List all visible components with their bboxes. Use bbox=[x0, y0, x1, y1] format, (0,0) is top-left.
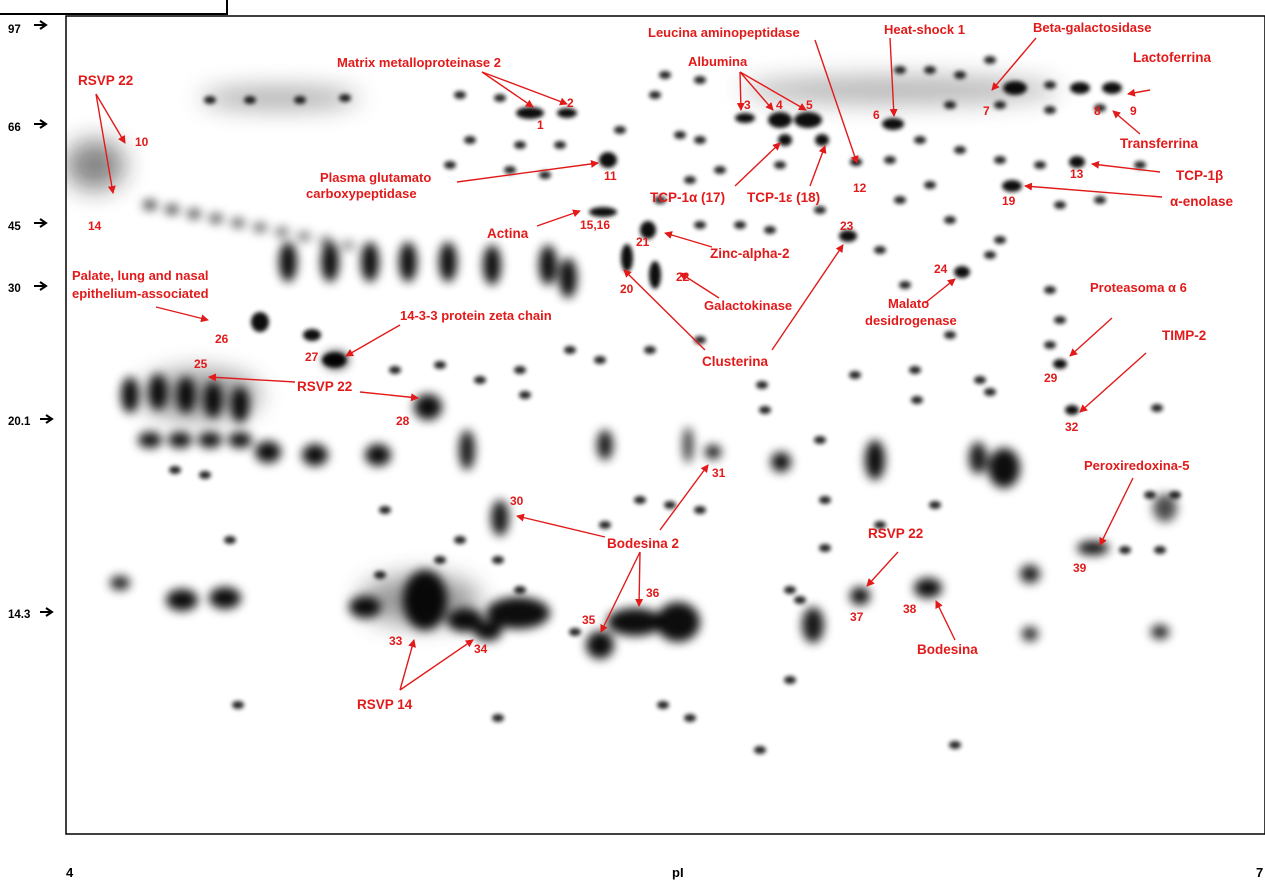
spot-number: 35 bbox=[582, 613, 596, 627]
spot-number: 13 bbox=[1070, 167, 1084, 181]
label-bodesina2: Bodesina 2 bbox=[607, 536, 679, 551]
gel-frame bbox=[65, 15, 1265, 835]
y-marker-45: 45 bbox=[8, 221, 21, 233]
gel-spots bbox=[66, 56, 1181, 754]
spot-number: 11 bbox=[604, 169, 617, 183]
label-malato-1: Malato bbox=[888, 296, 929, 311]
label-rsvp22-top: RSVP 22 bbox=[78, 73, 133, 88]
label-leucina: Leucina aminopeptidase bbox=[648, 25, 800, 40]
spot-number: 38 bbox=[903, 602, 917, 616]
spot-number: 4 bbox=[776, 98, 783, 112]
x-axis-right: 7 bbox=[1256, 865, 1263, 880]
spot-number: 19 bbox=[1002, 194, 1016, 208]
spot-number: 15,16 bbox=[580, 218, 610, 232]
x-axis-left: 4 bbox=[66, 865, 74, 880]
annotation-arrows bbox=[95, 37, 1163, 691]
y-axis: 97 66 45 30 20.1 14.3 bbox=[8, 20, 54, 621]
label-tcp1b: TCP-1β bbox=[1176, 168, 1223, 183]
spot-number: 33 bbox=[389, 634, 403, 648]
x-axis: 4 pI 7 bbox=[66, 865, 1263, 880]
spot-number: 6 bbox=[873, 108, 880, 122]
spot-number: 12 bbox=[853, 181, 867, 195]
spot-number: 36 bbox=[646, 586, 660, 600]
spot-number: 22 bbox=[676, 270, 690, 284]
spot-number: 14 bbox=[88, 219, 102, 233]
spot-number: 27 bbox=[305, 350, 319, 364]
label-rsvp14: RSVP 14 bbox=[357, 697, 413, 712]
label-enolase: α-enolase bbox=[1170, 194, 1234, 209]
spot-number: 5 bbox=[806, 98, 813, 112]
spot-number: 37 bbox=[850, 610, 864, 624]
spot-number: 24 bbox=[934, 262, 948, 276]
label-peroxiredoxina: Peroxiredoxina-5 bbox=[1084, 458, 1190, 473]
label-lactoferrina: Lactoferrina bbox=[1133, 50, 1212, 65]
spot-number: 2 bbox=[567, 96, 574, 110]
label-malato-2: desidrogenase bbox=[865, 313, 957, 328]
spot-number: 28 bbox=[396, 414, 410, 428]
label-proteasoma: Proteasoma α 6 bbox=[1090, 280, 1187, 295]
label-rsvp22-mid: RSVP 22 bbox=[297, 379, 352, 394]
y-marker-14-3: 14.3 bbox=[8, 609, 30, 621]
spot-number: 25 bbox=[194, 357, 208, 371]
label-tcp1e: TCP-1ε (18) bbox=[747, 190, 820, 205]
spot-number: 9 bbox=[1130, 104, 1137, 118]
label-betagal: Beta-galactosidase bbox=[1033, 20, 1152, 35]
header-box bbox=[0, 0, 228, 15]
spot-number: 10 bbox=[135, 135, 149, 149]
spot-number: 8 bbox=[1094, 104, 1101, 118]
y-marker-30: 30 bbox=[8, 283, 21, 295]
spot-number: 31 bbox=[712, 466, 726, 480]
label-plasma-1: Plasma glutamato bbox=[320, 170, 431, 185]
label-palate-1: Palate, lung and nasal bbox=[72, 268, 209, 283]
label-timp2: TIMP-2 bbox=[1162, 328, 1206, 343]
label-actina: Actina bbox=[487, 226, 529, 241]
label-albumina: Albumina bbox=[688, 54, 748, 69]
label-heatshock: Heat-shock 1 bbox=[884, 22, 965, 37]
x-axis-title: pI bbox=[672, 865, 684, 880]
annotation-labels: RSVP 22 Matrix metalloproteinase 2 Album… bbox=[72, 20, 1234, 712]
spot-number: 20 bbox=[620, 282, 634, 296]
label-bodesina: Bodesina bbox=[917, 642, 978, 657]
spot-number: 21 bbox=[636, 235, 650, 249]
spot-number: 7 bbox=[983, 104, 990, 118]
label-galactokinase: Galactokinase bbox=[704, 298, 792, 313]
label-palate-2: epithelium-associated bbox=[72, 286, 209, 301]
y-marker-66: 66 bbox=[8, 122, 21, 134]
label-clusterina: Clusterina bbox=[702, 354, 769, 369]
label-rsvp22-low: RSVP 22 bbox=[868, 526, 923, 541]
label-transferrina: Transferrina bbox=[1120, 136, 1199, 151]
label-mmp2: Matrix metalloproteinase 2 bbox=[337, 55, 501, 70]
y-marker-20-1: 20.1 bbox=[8, 416, 31, 428]
label-plasma-2: carboxypeptidase bbox=[306, 186, 417, 201]
spot-number: 26 bbox=[215, 332, 229, 346]
spot-number: 39 bbox=[1073, 561, 1087, 575]
spot-number: 23 bbox=[840, 219, 854, 233]
spot-number: 29 bbox=[1044, 371, 1058, 385]
spot-number: 1 bbox=[537, 118, 544, 132]
y-marker-97: 97 bbox=[8, 24, 21, 36]
spot-number: 34 bbox=[474, 642, 488, 656]
spot-number: 3 bbox=[744, 98, 751, 112]
label-tcp1a: TCP-1α (17) bbox=[650, 190, 725, 205]
label-zeta: 14-3-3 protein zeta chain bbox=[400, 308, 552, 323]
spot-number: 30 bbox=[510, 494, 524, 508]
spot-numbers: 1 2 3 4 5 6 7 8 9 10 11 12 13 14 15,16 1… bbox=[88, 96, 1137, 656]
label-zinc: Zinc-alpha-2 bbox=[710, 246, 790, 261]
spot-number: 32 bbox=[1065, 420, 1079, 434]
